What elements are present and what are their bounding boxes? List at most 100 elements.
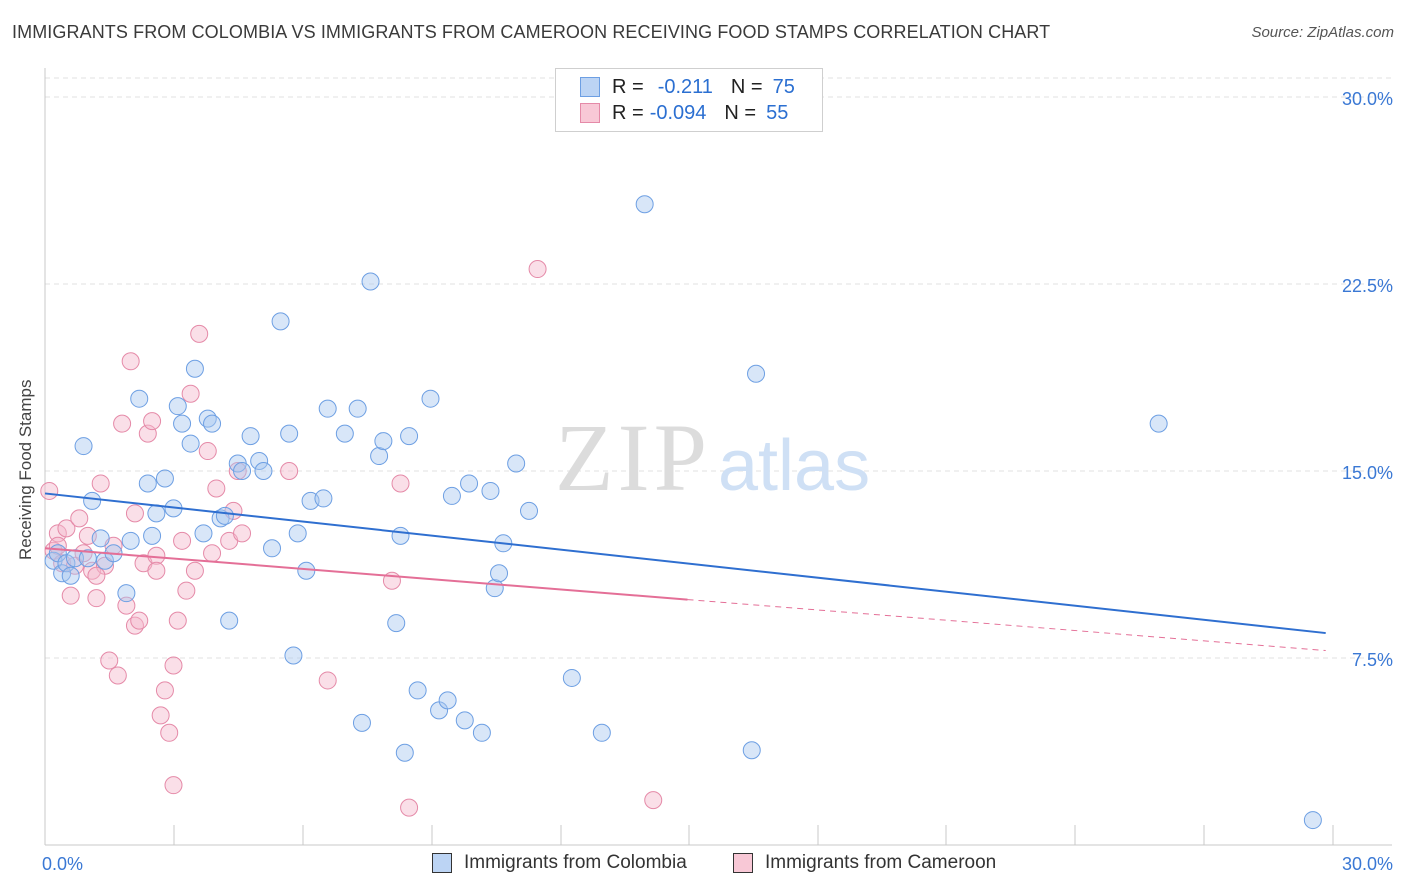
y-tick-label: 30.0% — [1342, 89, 1393, 109]
cameroon-trend-line-extension — [687, 599, 1326, 652]
colombia-point — [520, 501, 539, 520]
colombia-point — [280, 424, 299, 443]
colombia-point — [490, 564, 509, 583]
colombia-point — [370, 447, 389, 466]
bottom-legend-swatch-cameroon — [733, 853, 753, 873]
colombia-point — [250, 452, 269, 471]
legend-n-value-colombia: 75 — [772, 75, 795, 98]
colombia-point — [254, 462, 273, 480]
cameroon-point — [40, 481, 59, 500]
legend-n-value-cameroon: 55 — [766, 101, 789, 124]
source-label: Source: ZipAtlas.com — [1251, 24, 1394, 41]
y-tick-label: 7.5% — [1352, 650, 1393, 670]
colombia-point — [220, 611, 239, 630]
legend-row-colombia: R = -0.211 N = 75 — [580, 74, 795, 100]
colombia-point — [485, 579, 504, 598]
cameroon-point — [185, 561, 204, 580]
colombia-point — [284, 646, 303, 665]
colombia-point — [194, 524, 213, 543]
gridlines — [45, 77, 1392, 659]
cameroon-point — [121, 352, 140, 371]
cameroon-point — [528, 260, 547, 279]
cameroon-point — [391, 474, 410, 493]
colombia-point — [117, 584, 136, 603]
x-tick-label-right: 30.0% — [1342, 854, 1393, 874]
colombia-point — [374, 432, 393, 451]
cameroon-trend-line — [44, 547, 688, 601]
colombia-point — [147, 504, 166, 523]
cameroon-point — [160, 723, 179, 742]
cameroon-point — [57, 519, 76, 538]
bottom-legend-cameroon: Immigrants from Cameroon — [733, 852, 996, 874]
colombia-point — [391, 526, 410, 545]
cameroon-point — [181, 384, 200, 403]
colombia-point — [635, 195, 654, 214]
colombia-point — [507, 454, 526, 473]
colombia-point — [742, 741, 761, 760]
legend-r-label: R = — [612, 75, 644, 98]
cameroon-point — [117, 596, 136, 615]
colombia-point — [592, 723, 611, 742]
y-tick-label: 22.5% — [1342, 276, 1393, 296]
colombia-point — [442, 486, 461, 505]
colombia-point — [271, 312, 290, 331]
cameroon-point — [190, 324, 209, 343]
cameroon-point — [87, 589, 106, 608]
series-colombia-points — [44, 195, 1322, 830]
trend-lines — [44, 492, 1326, 652]
colombia-point — [387, 614, 406, 633]
colombia-point — [348, 399, 367, 418]
colombia-point — [215, 506, 234, 525]
bottom-legend-label-cameroon: Immigrants from Cameroon — [765, 852, 997, 873]
cameroon-point — [164, 776, 183, 795]
cameroon-point — [177, 581, 196, 600]
cameroon-point — [113, 414, 132, 433]
colombia-point — [74, 437, 93, 456]
cameroon-point — [280, 462, 299, 480]
colombia-point — [233, 462, 252, 480]
correlation-legend: R = -0.211 N = 75 R = -0.094 N = 55 — [555, 68, 823, 132]
cameroon-point — [100, 651, 119, 670]
colombia-point — [61, 566, 80, 585]
y-tick-label: 15.0% — [1342, 463, 1393, 483]
colombia-point — [408, 681, 427, 700]
colombia-point — [83, 491, 102, 510]
chart-title: IMMIGRANTS FROM COLOMBIA VS IMMIGRANTS F… — [12, 22, 1051, 42]
colombia-point — [481, 481, 500, 500]
legend-swatch-cameroon — [580, 103, 600, 123]
cameroon-point — [207, 479, 226, 498]
watermark-atlas: atlas — [718, 426, 870, 506]
colombia-point — [181, 434, 200, 453]
cameroon-point — [130, 611, 149, 630]
cameroon-point — [203, 544, 222, 563]
colombia-point — [421, 389, 440, 408]
colombia-point — [241, 427, 260, 446]
bottom-legend-swatch-colombia — [432, 853, 452, 873]
x-tick-label-left: 0.0% — [42, 854, 83, 874]
colombia-point — [173, 414, 192, 433]
colombia-point — [91, 529, 110, 548]
colombia-point — [143, 526, 162, 545]
legend-n-label: N = — [724, 101, 757, 124]
colombia-point — [263, 539, 282, 558]
cameroon-point — [198, 442, 217, 461]
watermark: ZIP atlas — [555, 404, 870, 511]
colombia-point — [1303, 811, 1322, 830]
colombia-point — [455, 711, 474, 730]
cameroon-point — [48, 524, 67, 543]
colombia-point — [185, 359, 204, 378]
colombia-point — [747, 364, 766, 383]
cameroon-point — [147, 561, 166, 580]
colombia-point — [352, 713, 371, 732]
legend-r-value-cameroon: -0.094 — [649, 101, 707, 124]
colombia-point — [318, 399, 337, 418]
legend-r-label: R = — [612, 101, 644, 124]
cameroon-point — [164, 656, 183, 675]
colombia-point — [130, 389, 149, 408]
cameroon-point — [168, 611, 187, 630]
colombia-trend-line — [44, 492, 1326, 635]
cameroon-point — [173, 531, 192, 550]
bottom-legend-label-colombia: Immigrants from Colombia — [464, 852, 687, 873]
colombia-point — [335, 424, 354, 443]
colombia-point — [460, 474, 479, 493]
